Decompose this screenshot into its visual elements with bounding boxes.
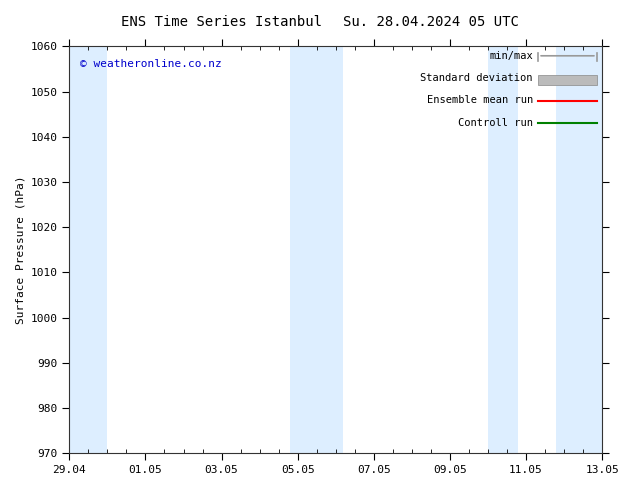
- Text: Ensemble mean run: Ensemble mean run: [427, 95, 533, 105]
- Text: Standard deviation: Standard deviation: [420, 73, 533, 83]
- Text: Controll run: Controll run: [458, 118, 533, 127]
- Text: ENS Time Series Istanbul: ENS Time Series Istanbul: [121, 15, 323, 29]
- Bar: [488, 47, 519, 453]
- Text: min/max: min/max: [489, 50, 533, 60]
- Text: © weatheronline.co.nz: © weatheronline.co.nz: [80, 59, 222, 69]
- Y-axis label: Surface Pressure (hPa): Surface Pressure (hPa): [15, 175, 25, 324]
- Bar: [65, 47, 107, 453]
- Bar: [290, 47, 344, 453]
- Bar: [557, 47, 606, 453]
- FancyBboxPatch shape: [538, 75, 597, 85]
- Text: Su. 28.04.2024 05 UTC: Su. 28.04.2024 05 UTC: [343, 15, 519, 29]
